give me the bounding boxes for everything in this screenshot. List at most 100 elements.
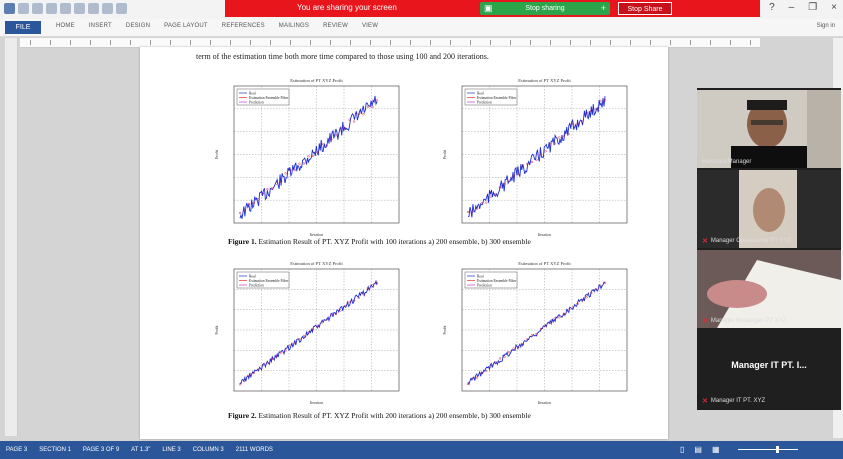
figure-2a-plot: Estimation of PT XYZ Profit Real Estimatio… (212, 257, 407, 407)
x-axis-label: Iteration (538, 400, 552, 405)
plot-title: Estimation of PT XYZ Profit (290, 78, 343, 83)
undo-icon[interactable] (32, 3, 43, 14)
minimize-icon[interactable]: – (788, 2, 795, 13)
close-icon[interactable]: × (831, 2, 837, 13)
help-icon[interactable]: ? (769, 2, 775, 13)
save-icon[interactable] (18, 3, 29, 14)
ruler-tick (150, 40, 151, 45)
participant-display-name: Manager IT PT. I... (731, 360, 807, 370)
ruler-tick (690, 40, 691, 45)
participant-tile-3[interactable]: ✕ Manager Keuangan PT XYZ (697, 250, 841, 328)
series-point (585, 111, 588, 115)
open-icon[interactable] (74, 3, 85, 14)
tab-file[interactable]: FILE (5, 21, 41, 34)
plus-icon: + (600, 3, 606, 13)
screen-icon: ▣ (484, 3, 493, 13)
tab-review[interactable]: REVIEW (323, 23, 348, 29)
participant-video-feed (697, 170, 841, 248)
plot-svg: Estimation of PT XYZ Profit RealEstimatio… (214, 78, 400, 237)
series-point (567, 308, 570, 311)
read-mode-icon[interactable]: ▯ (680, 445, 685, 454)
restore-icon[interactable]: ❐ (808, 2, 818, 13)
tab-mailings[interactable]: MAILINGS (278, 23, 310, 29)
tab-home[interactable]: HOME (56, 23, 75, 29)
series-point (489, 195, 492, 198)
series-point (535, 158, 538, 161)
series-point (316, 325, 319, 328)
series-point (480, 202, 483, 205)
series-point (585, 296, 588, 299)
print-icon[interactable] (60, 3, 71, 14)
print-layout-icon[interactable]: ▤ (694, 445, 702, 454)
series-point (275, 355, 278, 358)
series-point (371, 105, 374, 109)
sign-in-link[interactable]: Sign in (816, 23, 835, 29)
ruler-tick (290, 40, 291, 45)
series-point (307, 331, 310, 334)
legend-label: Prediction (249, 100, 264, 104)
spelling-icon[interactable] (88, 3, 99, 14)
ruler-tick (750, 40, 751, 45)
participant-tile-1[interactable]: Hamdani Manager (697, 90, 841, 168)
status-page[interactable]: PAGE 3 (6, 447, 28, 453)
ruler-tick (650, 40, 651, 45)
redo-icon[interactable] (46, 3, 57, 14)
document-page[interactable]: term of the estimation time both more ti… (140, 47, 668, 439)
tab-insert[interactable]: INSERT (88, 23, 112, 29)
vertical-ruler[interactable] (5, 38, 18, 436)
series-point (507, 179, 511, 182)
ruler-tick (370, 40, 371, 45)
series-point (567, 132, 570, 135)
dropdown-icon[interactable] (116, 3, 127, 14)
status-page-of[interactable]: PAGE 3 OF 9 (82, 447, 120, 453)
tab-references[interactable]: REFERENCES (221, 23, 265, 29)
participant-video-panel: Hamdani Manager ✕ Manager Operasional PT … (697, 88, 841, 410)
ruler-tick (530, 40, 531, 45)
series-point (498, 186, 502, 189)
status-line[interactable]: LINE 3 (162, 447, 181, 453)
ruler-tick (670, 40, 671, 45)
zoom-slider[interactable] (738, 446, 798, 453)
series-point (498, 357, 502, 360)
legend-label: Real (249, 274, 256, 278)
tab-design[interactable]: DESIGN (125, 23, 151, 29)
series-point (517, 345, 520, 349)
status-position[interactable]: AT 1.3" (131, 447, 151, 453)
series-point (293, 168, 296, 172)
series-point (257, 198, 260, 201)
ruler-tick (230, 40, 231, 45)
legend-label: Real (477, 274, 484, 278)
stop-share-button[interactable]: Stop Share (618, 2, 672, 15)
series-point (330, 138, 333, 141)
figure-1-label: Figure 1. (228, 237, 257, 246)
legend-label: Estimation Ensemble Filter (477, 96, 517, 100)
series-point (366, 287, 369, 290)
participant-tile-2[interactable]: ✕ Manager Operasional PT XYZ (697, 170, 841, 248)
series-point (252, 201, 255, 204)
stop-sharing-label: Stop sharing (525, 5, 565, 12)
web-layout-icon[interactable]: ▦ (711, 445, 720, 454)
share-banner-text: You are sharing your screen (297, 3, 397, 12)
legend-box (464, 88, 518, 106)
zoom-slider-knob[interactable] (776, 446, 779, 453)
series-point (599, 284, 602, 287)
ribbon-tabs: HOME INSERT DESIGN PAGE LAYOUT REFERENCE… (56, 23, 378, 29)
legend-label: Real (249, 91, 256, 95)
plot-svg: Estimation of PT XYZ Profit RealEstimatio… (442, 78, 628, 237)
title-bar: You are sharing your screen ▣ Stop shari… (0, 0, 843, 20)
ruler-tick (70, 40, 71, 45)
status-section[interactable]: SECTION 1 (39, 447, 71, 453)
series-point (302, 162, 306, 165)
series-point (544, 150, 547, 153)
series-point (252, 371, 255, 375)
tab-page-layout[interactable]: PAGE LAYOUT (164, 23, 208, 29)
status-word-count[interactable]: 2111 WORDS (235, 447, 273, 453)
ruler-tick (710, 40, 711, 45)
body-text-line: term of the estimation time both more ti… (196, 52, 489, 61)
format-icon[interactable] (102, 3, 113, 14)
participant-tile-4[interactable]: Manager IT PT. I... ✕ Manager IT PT. XYZ (697, 330, 841, 408)
tab-view[interactable]: VIEW (361, 23, 379, 29)
stop-sharing-pill[interactable]: ▣ Stop sharing + (480, 2, 610, 15)
status-column[interactable]: COLUMN 3 (192, 447, 224, 453)
series-point (362, 293, 365, 296)
